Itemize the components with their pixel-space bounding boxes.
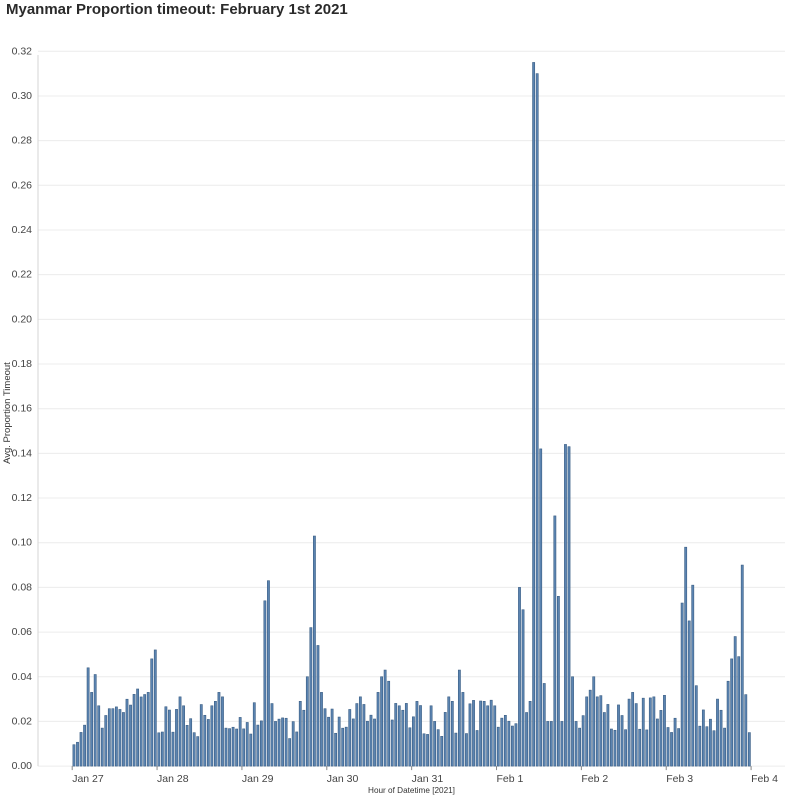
svg-text:0.28: 0.28 bbox=[12, 135, 33, 147]
svg-text:Jan 29: Jan 29 bbox=[242, 773, 274, 785]
svg-text:Jan 31: Jan 31 bbox=[412, 773, 444, 785]
svg-text:Avg. Proportion Timeout: Avg. Proportion Timeout bbox=[2, 362, 13, 464]
svg-text:0.18: 0.18 bbox=[12, 358, 33, 370]
svg-text:0.04: 0.04 bbox=[12, 671, 33, 683]
svg-text:0.26: 0.26 bbox=[12, 179, 33, 191]
svg-text:Feb 3: Feb 3 bbox=[666, 773, 693, 785]
svg-text:Jan 28: Jan 28 bbox=[157, 773, 189, 785]
svg-text:Jan 27: Jan 27 bbox=[72, 773, 104, 785]
svg-text:Feb 1: Feb 1 bbox=[497, 773, 524, 785]
svg-text:0.06: 0.06 bbox=[12, 626, 33, 638]
svg-text:0.14: 0.14 bbox=[12, 447, 33, 459]
svg-text:0.00: 0.00 bbox=[12, 760, 33, 772]
svg-text:0.22: 0.22 bbox=[12, 269, 33, 281]
svg-text:0.32: 0.32 bbox=[12, 45, 33, 57]
svg-text:Hour of Datetime [2021]: Hour of Datetime [2021] bbox=[368, 786, 455, 795]
svg-text:0.12: 0.12 bbox=[12, 492, 33, 504]
svg-text:0.08: 0.08 bbox=[12, 581, 33, 593]
svg-text:0.30: 0.30 bbox=[12, 90, 33, 102]
svg-text:Jan 30: Jan 30 bbox=[327, 773, 359, 785]
svg-text:0.24: 0.24 bbox=[12, 224, 33, 236]
svg-text:Feb 4: Feb 4 bbox=[751, 773, 778, 785]
svg-text:0.16: 0.16 bbox=[12, 403, 33, 415]
svg-text:Feb 2: Feb 2 bbox=[581, 773, 608, 785]
svg-text:0.02: 0.02 bbox=[12, 715, 33, 727]
svg-text:0.20: 0.20 bbox=[12, 313, 33, 325]
svg-text:0.10: 0.10 bbox=[12, 537, 33, 549]
